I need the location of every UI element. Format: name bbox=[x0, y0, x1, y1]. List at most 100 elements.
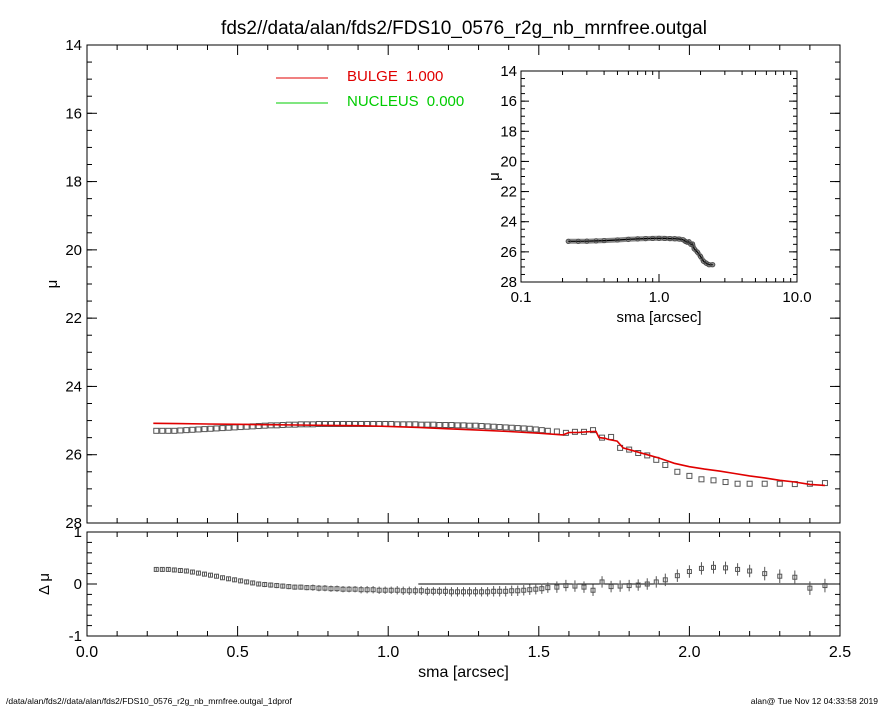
inset-data-point bbox=[650, 235, 656, 242]
main-ylabel: μ bbox=[44, 280, 61, 289]
residual-point bbox=[710, 564, 716, 570]
residual-point bbox=[515, 588, 521, 594]
main-data-point bbox=[340, 420, 347, 427]
inset-data-point bbox=[662, 235, 668, 242]
residual-point bbox=[807, 585, 813, 591]
residual-point bbox=[195, 570, 201, 576]
residual-point bbox=[220, 575, 226, 581]
residual-xtick-label: 1.5 bbox=[528, 644, 550, 661]
inset-ytick-label: 20 bbox=[500, 153, 517, 170]
residual-point bbox=[322, 585, 328, 591]
residual-point bbox=[509, 588, 515, 594]
residual-point bbox=[572, 583, 578, 589]
inset-data-point bbox=[565, 238, 571, 244]
residual-xtick-label: 2.0 bbox=[678, 644, 700, 661]
inset-data-point bbox=[625, 236, 631, 242]
main-data-point bbox=[686, 472, 693, 479]
main-data-point bbox=[153, 427, 160, 434]
residual-xtick-label: 1.0 bbox=[377, 644, 399, 661]
main-data-point bbox=[526, 425, 533, 432]
inset-data-point bbox=[656, 235, 662, 241]
residual-point bbox=[792, 574, 798, 580]
inset-data-point bbox=[614, 237, 621, 243]
inset-data-point bbox=[575, 238, 581, 244]
residual-point bbox=[340, 586, 346, 592]
residual-point bbox=[238, 578, 244, 584]
residual-xtick-label: 2.5 bbox=[829, 644, 851, 661]
residual-point bbox=[183, 568, 189, 574]
inset-xtick-label: 10.0 bbox=[782, 289, 811, 306]
residual-point bbox=[280, 583, 286, 589]
residual-point bbox=[467, 589, 473, 595]
inset-log-panel: 14 16 18 20 22 24 26 280.1 1.0 10.0 sma [arcsec] μ bbox=[486, 63, 812, 326]
residual-point bbox=[388, 587, 394, 593]
footer-file-path: /data/alan/fds2//data/alan/fds2/FDS10_05… bbox=[6, 696, 293, 706]
residual-point bbox=[346, 586, 352, 592]
main-data-point bbox=[195, 426, 202, 433]
residual-point bbox=[653, 579, 659, 585]
residual-point bbox=[545, 585, 551, 591]
residual-point bbox=[491, 588, 497, 594]
residual-xtick-label: 0.0 bbox=[76, 644, 98, 661]
residual-point bbox=[554, 584, 560, 590]
residual-point bbox=[424, 588, 430, 594]
main-data-point bbox=[201, 426, 208, 433]
residual-point bbox=[485, 589, 491, 595]
inset-data-point bbox=[703, 260, 709, 266]
main-data-point bbox=[165, 427, 172, 434]
residual-xlabel: sma [arcsec] bbox=[418, 664, 509, 681]
main-ytick-label: 26 bbox=[65, 447, 82, 464]
residual-point bbox=[686, 569, 692, 575]
main-data-point bbox=[189, 426, 196, 433]
legend: BULGE 1.000 NUCLEUS 0.000 bbox=[276, 68, 464, 110]
inset-ytick-label: 28 bbox=[500, 274, 517, 291]
residual-point bbox=[256, 581, 262, 587]
residual-point bbox=[503, 588, 509, 594]
inset-ytick-label: 24 bbox=[500, 214, 517, 231]
residual-point bbox=[382, 587, 388, 593]
main-data-point bbox=[436, 422, 443, 429]
residual-point bbox=[394, 587, 400, 593]
footer-timestamp: alan@ Tue Nov 12 04:33:58 2019 bbox=[751, 696, 879, 706]
residual-point bbox=[608, 584, 614, 590]
inset-data-point bbox=[691, 246, 697, 252]
residual-point bbox=[822, 583, 828, 589]
residual-point bbox=[527, 587, 533, 593]
chart-title: fds2//data/alan/fds2/FDS10_0576_r2g_nb_m… bbox=[221, 18, 707, 39]
main-data-point bbox=[520, 425, 527, 432]
main-data-point bbox=[255, 423, 262, 430]
residual-point bbox=[412, 588, 418, 594]
main-ytick-label: 14 bbox=[65, 37, 82, 54]
main-data-point bbox=[225, 424, 232, 431]
inset-data-point bbox=[593, 238, 599, 244]
main-data-point bbox=[508, 424, 515, 431]
inset-data-point bbox=[710, 262, 716, 268]
main-data-point bbox=[309, 421, 316, 428]
residual-point bbox=[539, 586, 545, 592]
main-data-point bbox=[502, 424, 509, 431]
main-data-point bbox=[159, 427, 166, 434]
main-ytick-label: 28 bbox=[65, 515, 82, 532]
residual-point bbox=[747, 568, 753, 574]
residual-point bbox=[292, 584, 298, 590]
main-data-point bbox=[821, 480, 828, 487]
residual-point bbox=[442, 588, 448, 594]
main-data-point bbox=[442, 422, 449, 429]
inset-data-point bbox=[667, 235, 673, 242]
main-data-point bbox=[346, 420, 353, 427]
inset-axes-frame bbox=[520, 70, 798, 283]
residual-point bbox=[304, 585, 310, 591]
residual-point bbox=[497, 588, 503, 594]
residual-point bbox=[159, 566, 165, 572]
residual-point bbox=[274, 583, 280, 589]
inset-ytick-label: 18 bbox=[500, 123, 517, 140]
main-ytick-label: 24 bbox=[65, 378, 82, 395]
residual-point bbox=[626, 583, 632, 589]
main-ytick-label: 22 bbox=[65, 310, 82, 327]
main-ytick-label: 16 bbox=[65, 105, 82, 122]
main-profile-panel: 14 16 18 20 22 24 26 28 μ bbox=[44, 37, 841, 532]
main-data-point bbox=[484, 423, 491, 430]
inset-ytick-label: 22 bbox=[500, 184, 517, 201]
